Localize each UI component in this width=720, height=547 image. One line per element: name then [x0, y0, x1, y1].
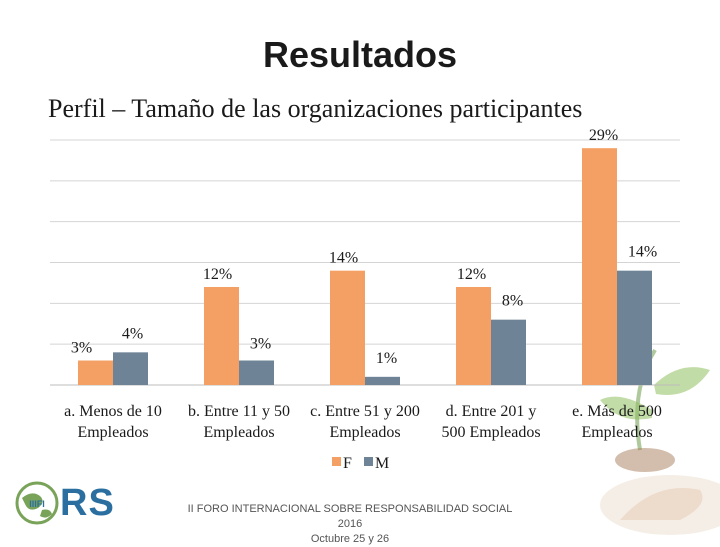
category-label: Empleados: [329, 424, 400, 441]
data-label: 8%: [502, 293, 523, 310]
data-label: 12%: [457, 266, 486, 283]
data-label: 14%: [628, 244, 657, 261]
slide-subtitle: Perfil – Tamaño de las organizaciones pa…: [48, 94, 583, 123]
data-label: 29%: [589, 127, 618, 144]
bar-m: [113, 352, 148, 385]
plant-hand-decoration: [600, 348, 720, 535]
logo-small-text: IIIFI: [29, 499, 45, 509]
foro-rs-logo: IIIFI RS: [14, 480, 115, 526]
bar-m: [491, 319, 526, 385]
category-label: d. Entre 201 y: [446, 403, 537, 420]
data-label: 12%: [203, 266, 232, 283]
category-label: c. Entre 51 y 200: [310, 403, 420, 420]
legend-swatch-f: [332, 457, 341, 466]
category-label: 500 Empleados: [441, 424, 540, 441]
category-label: e. Más de 500: [572, 403, 662, 420]
forum-name: II FORO INTERNACIONAL SOBRE RESPONSABILI…: [187, 503, 513, 530]
bar-f: [456, 287, 491, 385]
data-label: 4%: [122, 325, 143, 342]
bar-m: [365, 376, 400, 385]
globe-icon: IIIFI: [15, 481, 59, 525]
forum-footer: II FORO INTERNACIONAL SOBRE RESPONSABILI…: [180, 502, 520, 547]
category-label: Empleados: [581, 424, 652, 441]
category-label: Empleados: [77, 424, 148, 441]
bar-f: [78, 360, 113, 385]
bar-m: [617, 270, 652, 385]
data-label: 3%: [71, 340, 92, 357]
logo-text: RS: [60, 481, 115, 524]
bar-m: [239, 360, 274, 385]
category-label: a. Menos de 10: [64, 403, 162, 420]
data-label: 1%: [376, 350, 397, 367]
bar-f: [330, 270, 365, 385]
category-label: Empleados: [203, 424, 274, 441]
bar-f: [204, 287, 239, 385]
legend-swatch-m: [364, 457, 373, 466]
data-label: 3%: [250, 336, 271, 353]
category-label: b. Entre 11 y 50: [188, 403, 290, 420]
data-label: 14%: [329, 250, 358, 267]
legend-label: F: [343, 455, 352, 472]
legend-label: M: [375, 455, 389, 472]
slide-title: Resultados: [262, 34, 458, 75]
bar-f: [582, 148, 617, 385]
